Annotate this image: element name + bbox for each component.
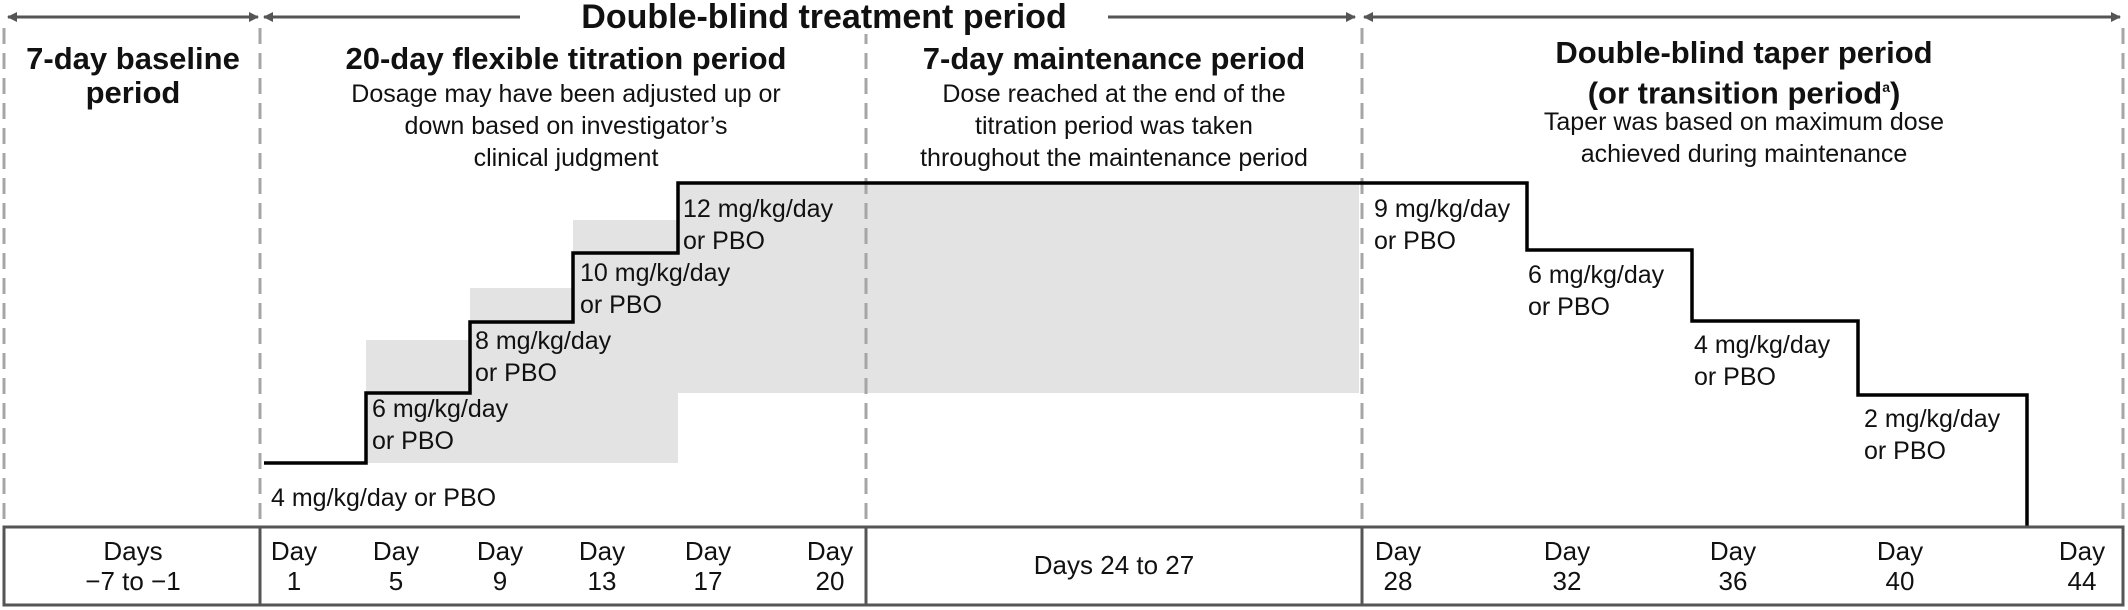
dose-label-4: 4 mg/kg/day or PBO (271, 484, 497, 512)
dose-label-8: 8 mg/kg/day or PBO (475, 327, 612, 387)
treatment-period-title: Double-blind treatment period (540, 0, 1108, 34)
timeline-maintenance-days: Days 24 to 27 (1033, 550, 1195, 580)
dose-label-10: 10 mg/kg/day or PBO (580, 259, 731, 319)
taper-dose-label-6: 6 mg/kg/day or PBO (1528, 261, 1665, 321)
timeline-day-1: Day 1 (270, 536, 318, 596)
timeline-day-5: Day 5 (372, 536, 420, 596)
titration-desc-line1: Dosage may have been adjusted up or (351, 80, 781, 108)
baseline-title-line2: period (85, 75, 181, 110)
timeline-day-20: Day 20 (806, 536, 854, 596)
taper-title: Double-blind taper period (or transition… (1366, 36, 2122, 110)
taper-title-line1: Double-blind taper period (1555, 35, 1933, 70)
timeline-baseline-days: Days −7 to −1 (85, 536, 181, 596)
timeline-day-17: Day 17 (684, 536, 732, 596)
titration-desc-line2: down based on investigator’s (404, 112, 728, 140)
dose-staircase-line (264, 181, 2029, 527)
taper-title-line2: (or transition perioda) (1587, 75, 1901, 111)
timeline-day-9: Day 9 (476, 536, 524, 596)
maintenance-desc-line3: throughout the maintenance period (920, 144, 1308, 172)
timeline-day-13: Day 13 (578, 536, 626, 596)
taper-dose-label-2: 2 mg/kg/day or PBO (1864, 405, 2001, 465)
taper-desc-line2: achieved during maintenance (1580, 140, 1908, 168)
timeline-day-40: Day 40 (1876, 536, 1924, 596)
titration-title: 20-day flexible titration period (345, 41, 787, 76)
maintenance-description: Dose reached at the end of the titration… (868, 78, 1360, 174)
dose-label-12: 12 mg/kg/day or PBO (683, 195, 834, 255)
taper-dose-label-9: 9 mg/kg/day or PBO (1374, 195, 1511, 255)
timeline-day-32: Day 32 (1543, 536, 1591, 596)
timeline-day-36: Day 36 (1709, 536, 1757, 596)
timeline-table-frame (2, 525, 2125, 607)
taper-dose-label-4: 4 mg/kg/day or PBO (1694, 331, 1831, 391)
taper-description: Taper was based on maximum dose achieved… (1366, 106, 2122, 170)
timeline-day-28: Day 28 (1374, 536, 1422, 596)
maintenance-desc-line1: Dose reached at the end of the (942, 80, 1286, 108)
baseline-title: 7-day baseline period (8, 42, 258, 110)
titration-desc-line3: clinical judgment (473, 144, 659, 172)
taper-desc-line1: Taper was based on maximum dose (1543, 108, 1945, 136)
footnote-a-marker: a (1882, 79, 1890, 95)
timeline-day-44: Day 44 (2058, 536, 2106, 596)
baseline-title-line1: 7-day baseline (26, 41, 240, 76)
maintenance-title: 7-day maintenance period (922, 41, 1306, 76)
titration-description: Dosage may have been adjusted up or down… (266, 78, 866, 174)
dose-label-6: 6 mg/kg/day or PBO (372, 395, 509, 455)
maintenance-desc-line2: titration period was taken (975, 112, 1253, 140)
